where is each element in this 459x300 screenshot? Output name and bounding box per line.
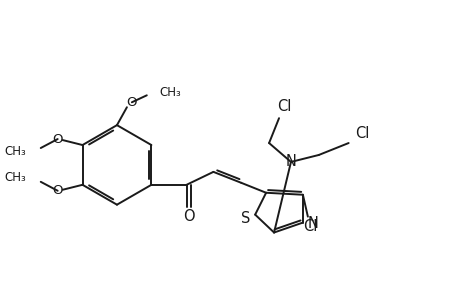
Text: CH₃: CH₃ — [159, 86, 181, 99]
Text: N: N — [307, 216, 318, 231]
Text: Cl: Cl — [276, 99, 291, 114]
Text: O: O — [52, 133, 63, 146]
Text: O: O — [52, 184, 63, 197]
Text: CH₃: CH₃ — [4, 146, 26, 158]
Text: O: O — [182, 209, 194, 224]
Text: CH₃: CH₃ — [4, 171, 26, 184]
Text: Cl: Cl — [302, 219, 316, 234]
Text: Cl: Cl — [355, 126, 369, 141]
Text: N: N — [285, 154, 296, 169]
Text: S: S — [240, 211, 249, 226]
Text: O: O — [126, 96, 137, 109]
